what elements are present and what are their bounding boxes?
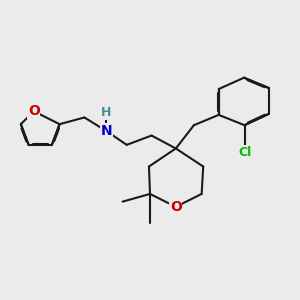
Text: O: O: [170, 200, 182, 214]
Text: N: N: [100, 124, 112, 138]
Text: Cl: Cl: [238, 146, 251, 159]
Text: H: H: [101, 106, 111, 119]
Text: O: O: [28, 104, 40, 118]
